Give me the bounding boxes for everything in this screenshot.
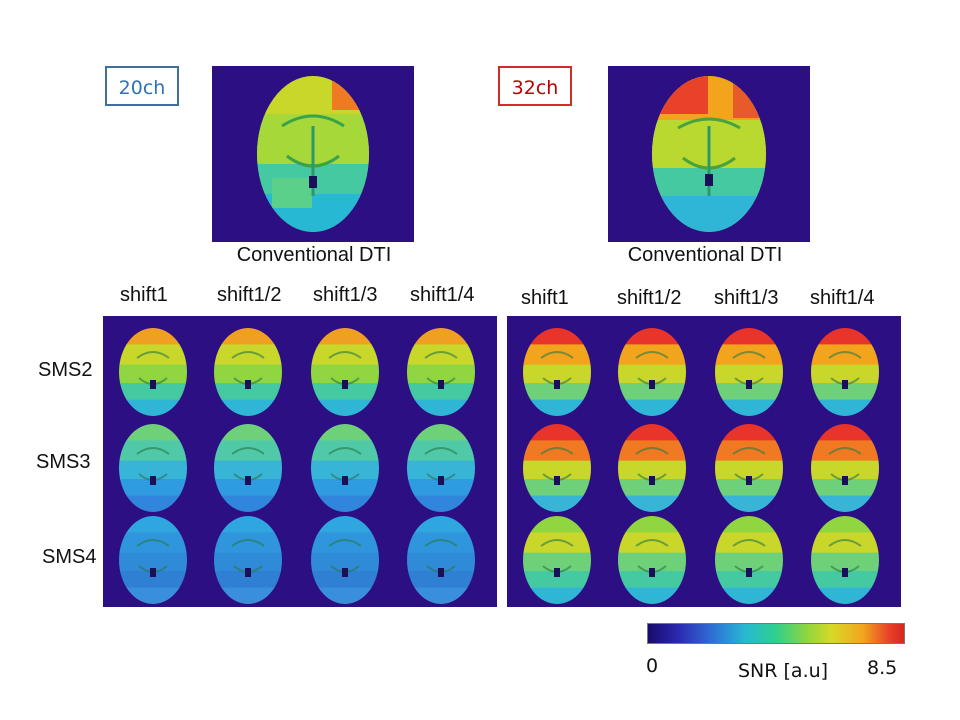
- row-label-sms3: SMS3: [36, 451, 91, 473]
- brain-map-20ch-sms2-col4: [407, 328, 475, 416]
- colorbar-min-label: 0: [646, 655, 659, 677]
- brain-map-32ch-sms4-col4: [811, 516, 879, 604]
- brain-map-20ch-sms3-col4: [407, 424, 475, 512]
- brain-map-20ch-sms3-col1: [119, 424, 187, 512]
- brain-map-32ch-sms3-col1: [523, 424, 591, 512]
- conventional-dti-32ch-label: Conventional DTI: [627, 244, 783, 266]
- right-column-header: shift1/2: [617, 287, 682, 309]
- brain-map-20ch-sms4-col2: [214, 516, 282, 604]
- conventional-dti-32ch-image: [608, 66, 810, 242]
- brain-map-32ch-sms2-col2: [618, 328, 686, 416]
- right-column-header: shift1/4: [810, 287, 875, 309]
- left-column-header: shift1/2: [217, 284, 282, 306]
- right-column-header: shift1: [521, 287, 569, 309]
- right-column-header: shift1/3: [714, 287, 779, 309]
- brain-map-32ch-sms2-col1: [523, 328, 591, 416]
- brain-map-32ch-sms2-col4: [811, 328, 879, 416]
- brain-map-32ch-sms4-col3: [715, 516, 783, 604]
- colorbar-title: SNR [a.u]: [738, 660, 829, 682]
- brain-map-20ch-sms2-col3: [311, 328, 379, 416]
- brain-map-20ch-sms4-col3: [311, 516, 379, 604]
- left-column-header: shift1: [120, 284, 168, 306]
- brain-map-32ch-sms4-col2: [618, 516, 686, 604]
- brain-map-20ch-sms3-col2: [214, 424, 282, 512]
- left-column-header: shift1/3: [313, 284, 378, 306]
- sms-grid-32ch: [507, 316, 901, 607]
- brain-map-20ch-sms4-col4: [407, 516, 475, 604]
- brain-map-32ch-sms3-col2: [618, 424, 686, 512]
- brain-map-20ch-sms4-col1: [119, 516, 187, 604]
- conventional-dti-20ch-image: [212, 66, 414, 242]
- colorbar-max-label: 8.5: [867, 657, 898, 679]
- coil-label-20ch: 20ch: [105, 66, 179, 106]
- sms-grid-20ch: [103, 316, 497, 607]
- brain-map-32ch-sms3-col4: [811, 424, 879, 512]
- coil-label-32ch: 32ch: [498, 66, 572, 106]
- left-column-header: shift1/4: [410, 284, 475, 306]
- brain-map-20ch-sms3-col3: [311, 424, 379, 512]
- row-label-sms2: SMS2: [38, 359, 93, 381]
- brain-map-32ch-sms3-col3: [715, 424, 783, 512]
- snr-colorbar: [647, 623, 905, 644]
- row-label-sms4: SMS4: [42, 546, 97, 568]
- brain-map-32ch-sms4-col1: [523, 516, 591, 604]
- brain-map-32ch-sms2-col3: [715, 328, 783, 416]
- brain-map-20ch-sms2-col2: [214, 328, 282, 416]
- conventional-dti-20ch-label: Conventional DTI: [236, 244, 392, 266]
- brain-map-20ch-sms2-col1: [119, 328, 187, 416]
